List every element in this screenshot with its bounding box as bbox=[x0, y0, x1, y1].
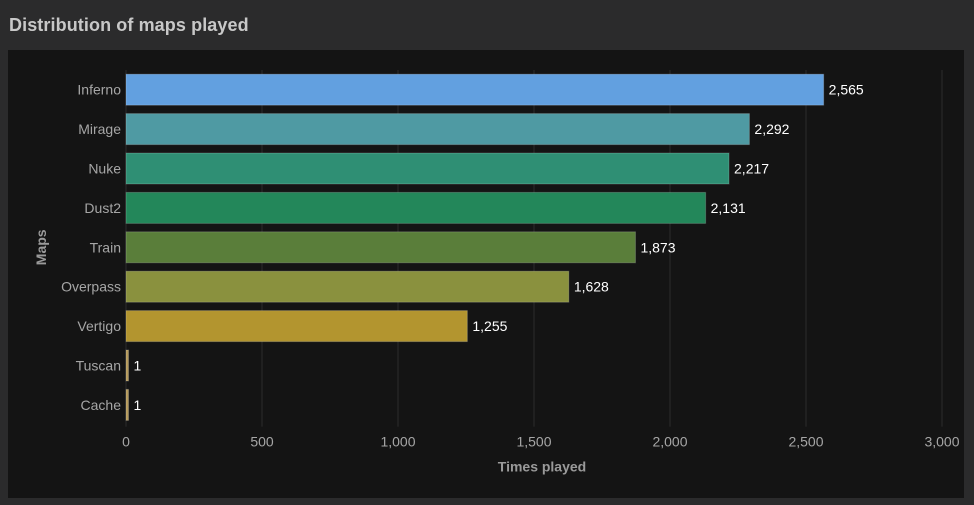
value-label-dust2: 2,131 bbox=[711, 200, 746, 216]
value-label-train: 1,873 bbox=[640, 239, 675, 255]
x-tick-label-2: 1,000 bbox=[380, 434, 415, 450]
bar-cache bbox=[125, 388, 129, 421]
value-label-nuke: 2,217 bbox=[734, 161, 769, 177]
y-tick-label-inferno: Inferno bbox=[77, 82, 121, 98]
x-axis-title: Times played bbox=[498, 459, 586, 475]
bar-train bbox=[125, 231, 636, 264]
bar-overpass bbox=[125, 270, 570, 303]
bar-dust2 bbox=[125, 191, 707, 224]
x-tick-label-5: 2,500 bbox=[788, 434, 823, 450]
bar-chart: 0 500 1,000 1,500 2,000 2,500 3,000 Inferno 2,56… bbox=[33, 70, 960, 475]
y-tick-label-train: Train bbox=[90, 239, 121, 255]
y-tick-label-overpass: Overpass bbox=[61, 279, 121, 295]
x-tick-label-0: 0 bbox=[122, 434, 130, 450]
chart-area: 0 500 1,000 1,500 2,000 2,500 3,000 Inferno 2,56… bbox=[8, 50, 964, 498]
bar-nuke bbox=[125, 152, 730, 185]
bar-inferno bbox=[125, 73, 825, 106]
y-tick-label-mirage: Mirage bbox=[78, 121, 121, 137]
x-tick-label-4: 2,000 bbox=[652, 434, 687, 450]
panel-title: Distribution of maps played bbox=[9, 15, 249, 35]
value-label-vertigo: 1,255 bbox=[472, 318, 507, 334]
value-label-tuscan: 1 bbox=[134, 358, 142, 374]
y-tick-label-dust2: Dust2 bbox=[84, 200, 121, 216]
bar-vertigo bbox=[125, 310, 468, 343]
value-label-cache: 1 bbox=[134, 397, 142, 413]
bar-mirage bbox=[125, 113, 750, 146]
y-tick-label-vertigo: Vertigo bbox=[77, 318, 121, 334]
value-label-inferno: 2,565 bbox=[829, 82, 864, 98]
x-tick-label-6: 3,000 bbox=[924, 434, 959, 450]
x-tick-label-3: 1,500 bbox=[516, 434, 551, 450]
y-tick-label-cache: Cache bbox=[81, 397, 122, 413]
y-axis-title: Maps bbox=[33, 229, 49, 265]
y-tick-label-nuke: Nuke bbox=[88, 161, 121, 177]
bar-tuscan bbox=[125, 349, 129, 382]
value-label-overpass: 1,628 bbox=[574, 279, 609, 295]
value-label-mirage: 2,292 bbox=[754, 121, 789, 137]
x-tick-label-1: 500 bbox=[250, 434, 274, 450]
y-tick-label-tuscan: Tuscan bbox=[76, 358, 121, 374]
